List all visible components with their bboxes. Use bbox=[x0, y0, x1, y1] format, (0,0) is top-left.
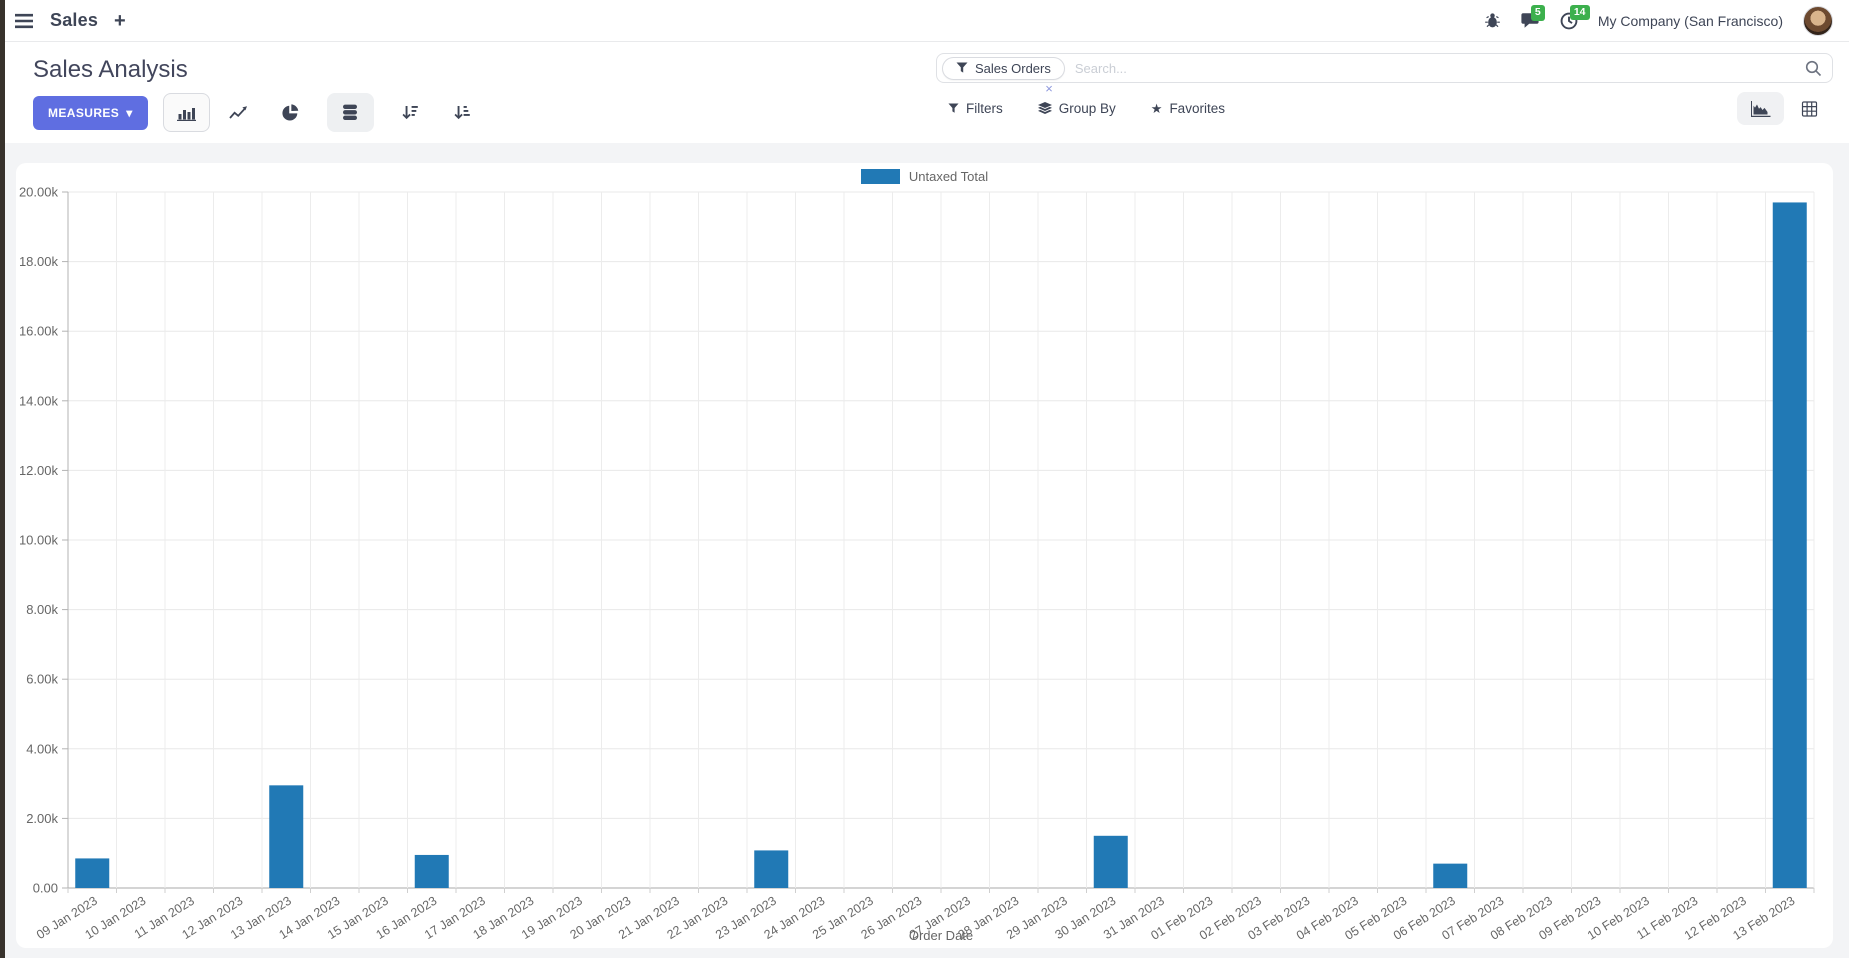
app-name[interactable]: Sales bbox=[50, 10, 99, 30]
line-chart-mode-button[interactable] bbox=[215, 93, 262, 132]
star-icon: ★ bbox=[1150, 101, 1163, 116]
y-tick-label: 12.00k bbox=[19, 463, 59, 478]
pie-chart-icon bbox=[282, 104, 298, 121]
graph-view-button[interactable] bbox=[1737, 92, 1784, 125]
stacked-toggle-button[interactable] bbox=[326, 93, 374, 132]
y-tick-label: 18.00k bbox=[19, 254, 59, 269]
group-by-menu[interactable]: Group By bbox=[1037, 101, 1116, 116]
y-tick-label: 10.00k bbox=[19, 533, 59, 548]
stacked-icon bbox=[343, 104, 358, 120]
bar[interactable] bbox=[754, 850, 789, 888]
y-tick-label: 14.00k bbox=[19, 393, 59, 408]
navbar-right: 5 14 My Company (San Francisco) bbox=[1484, 4, 1833, 36]
search-facet-label: Sales Orders bbox=[975, 60, 1051, 76]
search-input[interactable] bbox=[1074, 60, 1805, 76]
content-area: Untaxed Total 0.00 2.00k 4.00k 6.00k 8.00k 10… bbox=[0, 143, 1849, 958]
activities-clock-icon[interactable]: 14 bbox=[1560, 4, 1590, 30]
top-navbar: Sales + 5 14 My Company (San Francisco) bbox=[0, 0, 1849, 42]
y-tick-label: 0.00 bbox=[33, 881, 58, 896]
search-facet-wrap: Sales Orders × bbox=[942, 56, 1065, 95]
y-tick-label: 8.00k bbox=[26, 602, 58, 617]
area-view-icon bbox=[1750, 100, 1770, 117]
y-tick-label: 6.00k bbox=[26, 672, 58, 687]
messages-badge: 5 bbox=[1530, 5, 1545, 21]
control-panel: Sales Analysis MEASURES ▾ bbox=[0, 42, 1849, 143]
y-tick-label: 16.00k bbox=[19, 324, 59, 339]
bar[interactable] bbox=[1433, 863, 1468, 888]
y-tick-label: 20.00k bbox=[19, 185, 59, 200]
sales-chart-svg[interactable]: 0.00 2.00k 4.00k 6.00k 8.00k 10.00k 12.00k 14.0… bbox=[16, 185, 1833, 948]
pivot-view-button[interactable] bbox=[1786, 92, 1833, 125]
filter-funnel-icon bbox=[956, 62, 968, 73]
bar[interactable] bbox=[1772, 202, 1807, 888]
sort-descending-button[interactable] bbox=[387, 93, 434, 132]
page-title: Sales Analysis bbox=[33, 56, 188, 83]
bar[interactable] bbox=[414, 854, 449, 888]
legend-label: Untaxed Total bbox=[908, 169, 989, 184]
screen-edge bbox=[0, 0, 5, 958]
filters-menu[interactable]: Filters bbox=[948, 101, 1003, 116]
chart-card: Untaxed Total 0.00 2.00k 4.00k 6.00k 8.00k 10… bbox=[16, 163, 1833, 948]
measures-button[interactable]: MEASURES ▾ bbox=[33, 95, 148, 130]
search-bar[interactable]: Sales Orders × bbox=[936, 53, 1833, 95]
new-tab-button[interactable]: + bbox=[114, 9, 126, 32]
filter-funnel-icon bbox=[948, 103, 959, 113]
bar[interactable] bbox=[1093, 835, 1128, 888]
sort-ascending-icon bbox=[454, 106, 470, 120]
messages-icon[interactable]: 5 bbox=[1521, 5, 1545, 29]
company-switcher[interactable]: My Company (San Francisco) bbox=[1597, 12, 1783, 29]
bar-chart-icon bbox=[176, 108, 196, 121]
activities-badge: 14 bbox=[1569, 4, 1590, 21]
navbar-left: Sales + bbox=[14, 10, 126, 31]
apps-menu-icon[interactable] bbox=[14, 13, 34, 29]
layers-icon bbox=[1037, 102, 1052, 114]
pivot-view-icon bbox=[1801, 100, 1818, 117]
control-panel-right: Sales Orders × Filters Group By ★ Favori… bbox=[936, 50, 1833, 125]
user-avatar[interactable] bbox=[1803, 5, 1833, 36]
chart-toolbar: MEASURES ▾ bbox=[33, 93, 486, 132]
pie-chart-mode-button[interactable] bbox=[267, 93, 314, 132]
facet-remove-button[interactable]: × bbox=[1045, 80, 1053, 96]
control-panel-left: Sales Analysis MEASURES ▾ bbox=[33, 50, 486, 132]
legend-swatch bbox=[860, 169, 900, 184]
search-facet[interactable]: Sales Orders bbox=[942, 56, 1065, 80]
bar[interactable] bbox=[75, 858, 110, 888]
y-tick-label: 4.00k bbox=[26, 741, 58, 756]
search-icon[interactable] bbox=[1805, 60, 1822, 77]
view-switcher bbox=[1737, 92, 1833, 125]
chevron-down-icon: ▾ bbox=[126, 105, 133, 120]
chart-legend[interactable]: Untaxed Total bbox=[16, 163, 1833, 185]
y-tick-label: 2.00k bbox=[26, 811, 58, 826]
bar[interactable] bbox=[269, 785, 304, 888]
favorites-menu[interactable]: ★ Favorites bbox=[1150, 101, 1225, 116]
sort-descending-icon bbox=[402, 106, 418, 120]
debug-bug-icon[interactable] bbox=[1484, 12, 1501, 29]
sort-ascending-button[interactable] bbox=[439, 93, 486, 132]
bar-chart-mode-button[interactable] bbox=[162, 93, 210, 132]
search-menus: Filters Group By ★ Favorites bbox=[936, 92, 1833, 125]
x-axis-title: Order Date bbox=[909, 928, 973, 943]
line-chart-icon bbox=[228, 106, 247, 119]
